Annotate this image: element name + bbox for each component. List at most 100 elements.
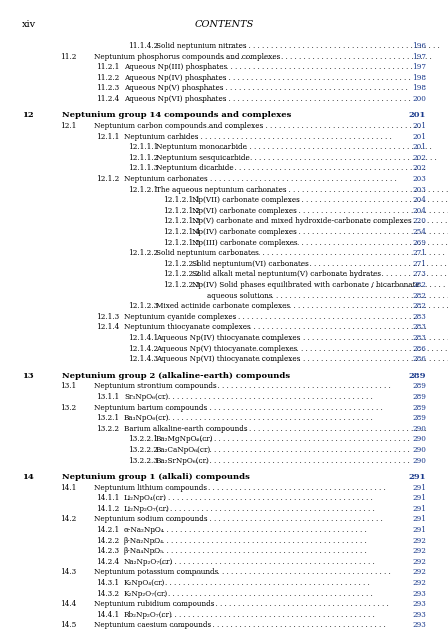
Text: . . . . . . . . . . . . . . . . . . . . . . . . . . . . . . . . . . . . . . . . : . . . . . . . . . . . . . . . . . . . . … bbox=[196, 446, 410, 454]
Text: . . . . . . . . . . . . . . . . . . . . . . . . . . . . . . . . . . . . . . . . : . . . . . . . . . . . . . . . . . . . . … bbox=[346, 218, 448, 225]
Text: 283: 283 bbox=[412, 334, 426, 342]
Text: . . . . . . . . . . . . . . . . . . . . . . . . . . . . . . . . . . . . . . . . : . . . . . . . . . . . . . . . . . . . . … bbox=[213, 425, 426, 433]
Text: 283: 283 bbox=[412, 323, 426, 332]
Text: . . . . . . . . . . . . . . . . . . . . . . . . . . . . . . . . . . . . . . . . : . . . . . . . . . . . . . . . . . . . . … bbox=[231, 249, 445, 257]
Text: Neptunium caesium compounds: Neptunium caesium compounds bbox=[94, 621, 211, 629]
Text: 12.1: 12.1 bbox=[60, 122, 76, 130]
Text: 14.1: 14.1 bbox=[60, 484, 76, 492]
Text: 289: 289 bbox=[412, 382, 426, 390]
Text: 291: 291 bbox=[412, 494, 426, 502]
Text: Aqueous Np(III) phosphates: Aqueous Np(III) phosphates bbox=[124, 63, 227, 71]
Text: 290: 290 bbox=[412, 435, 426, 444]
Text: 13.2.2: 13.2.2 bbox=[96, 425, 119, 433]
Text: 14.4.1: 14.4.1 bbox=[96, 611, 119, 619]
Text: 13.1.1: 13.1.1 bbox=[96, 393, 119, 401]
Text: xiv: xiv bbox=[22, 20, 36, 29]
Text: 11.2.4: 11.2.4 bbox=[96, 95, 119, 103]
Text: 11.2.1: 11.2.1 bbox=[96, 63, 119, 71]
Text: Aqueous Np(IV) phosphates: Aqueous Np(IV) phosphates bbox=[124, 74, 226, 82]
Text: . . . . . . . . . . . . . . . . . . . . . . . . . . . . . . . . . . . . . . . . : . . . . . . . . . . . . . . . . . . . . … bbox=[159, 393, 372, 401]
Text: . . . . . . . . . . . . . . . . . . . . . . . . . . . . . . . . . . . . . . . . : . . . . . . . . . . . . . . . . . . . . … bbox=[177, 568, 391, 577]
Text: 13.2: 13.2 bbox=[60, 404, 76, 412]
Text: Neptunium carbides: Neptunium carbides bbox=[124, 132, 198, 141]
Text: Neptunium potassium compounds: Neptunium potassium compounds bbox=[94, 568, 218, 577]
Text: 202: 202 bbox=[412, 154, 426, 162]
Text: 203: 203 bbox=[412, 175, 426, 183]
Text: 289: 289 bbox=[412, 414, 426, 422]
Text: 13: 13 bbox=[22, 372, 34, 380]
Text: Solid neptunium carbonates: Solid neptunium carbonates bbox=[156, 249, 259, 257]
Text: 202: 202 bbox=[412, 164, 426, 172]
Text: 14.1.1: 14.1.1 bbox=[96, 494, 119, 502]
Text: 12.1.2.1.3: 12.1.2.1.3 bbox=[163, 218, 200, 225]
Text: . . . . . . . . . . . . . . . . . . . . . . . . . . . . . . . . . . . . . . . . : . . . . . . . . . . . . . . . . . . . . … bbox=[159, 414, 372, 422]
Text: 14.3.1: 14.3.1 bbox=[96, 579, 119, 587]
Text: Aqueous Np(IV) thiocyanate complexes: Aqueous Np(IV) thiocyanate complexes bbox=[156, 334, 300, 342]
Text: Aqueous Np(VI) phosphates: Aqueous Np(VI) phosphates bbox=[124, 95, 226, 103]
Text: . . . . . . . . . . . . . . . . . . . . . . . . . . . . . . . . . . . . . . . . : . . . . . . . . . . . . . . . . . . . . … bbox=[226, 42, 439, 50]
Text: . . . . . . . . . . . . . . . . . . . . . . . . . . . . . . . . . . . . . . . . : . . . . . . . . . . . . . . . . . . . . … bbox=[161, 505, 375, 513]
Text: . . . . . . . . . . . . . . . . . . . . . . . . . . . . . . . . . . . . . . . . : . . . . . . . . . . . . . . . . . . . . … bbox=[159, 494, 372, 502]
Text: 14.2: 14.2 bbox=[60, 515, 76, 524]
Text: Ba₂SrNpO₆(cr): Ba₂SrNpO₆(cr) bbox=[156, 456, 210, 465]
Text: . . . . . . . . . . . . . . . . . . . . . . . . . . . . . . . . . . . . . . . . : . . . . . . . . . . . . . . . . . . . . … bbox=[172, 484, 386, 492]
Text: . . . . . . . . . . . . . . . . . . . . . . . . . . . . . . . . . . . . . . . . : . . . . . . . . . . . . . . . . . . . . … bbox=[159, 589, 372, 598]
Text: 271: 271 bbox=[412, 260, 426, 268]
Text: . . . . . . . . . . . . . . . . . . . . . . . . . . . . . . . . . . . . . . . . : . . . . . . . . . . . . . . . . . . . . … bbox=[223, 154, 437, 162]
Text: Neptunium sesquicarbide: Neptunium sesquicarbide bbox=[156, 154, 250, 162]
Text: 201: 201 bbox=[409, 111, 426, 120]
Text: 12.1.2.2: 12.1.2.2 bbox=[128, 249, 158, 257]
Text: 14: 14 bbox=[22, 473, 34, 481]
Text: Neptunium group 1 (alkali) compounds: Neptunium group 1 (alkali) compounds bbox=[62, 473, 250, 481]
Text: 12.1.1: 12.1.1 bbox=[96, 132, 119, 141]
Text: Neptunium carbonates: Neptunium carbonates bbox=[124, 175, 207, 183]
Text: . . . . . . . . . . . . . . . . . . . . . . . . . . . . . . . . . . . . . . . . : . . . . . . . . . . . . . . . . . . . . … bbox=[194, 84, 408, 92]
Text: Mixed actinide carbonate complexes: Mixed actinide carbonate complexes bbox=[156, 302, 290, 310]
Text: . . . . . . . . . . . . . . . . . . . . . . . . . . . . . . . . . . . . . . . . : . . . . . . . . . . . . . . . . . . . . … bbox=[332, 271, 448, 278]
Text: Aqueous Np(VI) thiocyanate complexes: Aqueous Np(VI) thiocyanate complexes bbox=[156, 355, 300, 364]
Text: 290: 290 bbox=[412, 425, 426, 433]
Text: Np(VI) carbonate complexes: Np(VI) carbonate complexes bbox=[192, 207, 297, 215]
Text: 12.1.3: 12.1.3 bbox=[96, 313, 119, 321]
Text: Aqueous Np(V) phosphates: Aqueous Np(V) phosphates bbox=[124, 84, 224, 92]
Text: 292: 292 bbox=[412, 558, 426, 566]
Text: . . . . . . . . . . . . . . . . . . . . . . . . . . . . . . . . . . . . . . . . : . . . . . . . . . . . . . . . . . . . . … bbox=[207, 122, 421, 130]
Text: . . . . . . . . . . . . . . . . . . . . . . . . . . . . . . . . . . . . . . . . : . . . . . . . . . . . . . . . . . . . . … bbox=[197, 74, 410, 82]
Text: Li₂NpO₄(cr): Li₂NpO₄(cr) bbox=[124, 494, 167, 502]
Text: 292: 292 bbox=[412, 547, 426, 555]
Text: . . . . . . . . . . . . . . . . . . . . . . . . . . . . . . . . . . . . . . . . : . . . . . . . . . . . . . . . . . . . . … bbox=[169, 515, 383, 524]
Text: 293: 293 bbox=[412, 600, 426, 608]
Text: Solid alkali metal neptunium(V) carbonate hydrates: Solid alkali metal neptunium(V) carbonat… bbox=[192, 271, 381, 278]
Text: 201: 201 bbox=[412, 143, 426, 151]
Text: . . . . . . . . . . . . . . . . . . . . . . . . . . . . . . . . . . . . . . . . : . . . . . . . . . . . . . . . . . . . . … bbox=[196, 456, 410, 465]
Text: β-Na₄NpO₅: β-Na₄NpO₅ bbox=[124, 547, 164, 555]
Text: 13.1: 13.1 bbox=[60, 382, 76, 390]
Text: . . . . . . . . . . . . . . . . . . . . . . . . . . . . . . . . . . . . . . . . : . . . . . . . . . . . . . . . . . . . . … bbox=[253, 302, 448, 310]
Text: 291: 291 bbox=[412, 515, 426, 524]
Text: 12.1.4.2: 12.1.4.2 bbox=[128, 345, 158, 353]
Text: Neptunium cyanide complexes: Neptunium cyanide complexes bbox=[124, 313, 236, 321]
Text: Solid neptunium(VI) carbonates: Solid neptunium(VI) carbonates bbox=[192, 260, 309, 268]
Text: . . . . . . . . . . . . . . . . . . . . . . . . . . . . . . . . . . . . . . . . : . . . . . . . . . . . . . . . . . . . . … bbox=[256, 345, 448, 353]
Text: Rb₂Np₂O₇(cr): Rb₂Np₂O₇(cr) bbox=[124, 611, 173, 619]
Text: Neptunium group 14 compounds and complexes: Neptunium group 14 compounds and complex… bbox=[62, 111, 291, 120]
Text: . . . . . . . . . . . . . . . . . . . . . . . . . . . . . . . . . . . . . . . . : . . . . . . . . . . . . . . . . . . . . … bbox=[199, 63, 413, 71]
Text: Sr₃NpO₆(cr): Sr₃NpO₆(cr) bbox=[124, 393, 168, 401]
Text: aqueous solutions: aqueous solutions bbox=[207, 292, 272, 300]
Text: 14.2.4: 14.2.4 bbox=[96, 558, 119, 566]
Text: . . . . . . . . . . . . . . . . . . . . . . . . . . . . . . . . . . . . . . . . : . . . . . . . . . . . . . . . . . . . . … bbox=[161, 558, 375, 566]
Text: 14.4: 14.4 bbox=[60, 600, 76, 608]
Text: 292: 292 bbox=[412, 536, 426, 545]
Text: 13.2.2.1: 13.2.2.1 bbox=[128, 435, 158, 444]
Text: . . . . . . . . . . . . . . . . . . . . . . . . . . . . . . . . . . . . . . . . : . . . . . . . . . . . . . . . . . . . . … bbox=[153, 547, 367, 555]
Text: K₂Np₂O₇(cr): K₂Np₂O₇(cr) bbox=[124, 589, 168, 598]
Text: 14.2.1: 14.2.1 bbox=[96, 526, 119, 534]
Text: 12.1.1.1: 12.1.1.1 bbox=[128, 143, 159, 151]
Text: . . . . . . . . . . . . . . . . . . . . . . . . . . . . . . . . . . . . . . . . : . . . . . . . . . . . . . . . . . . . . … bbox=[169, 404, 383, 412]
Text: 203: 203 bbox=[412, 186, 426, 194]
Text: . . . . . . . . . . . . . . . . . . . . . . . . . . . . . . . . . . . . . . . . : . . . . . . . . . . . . . . . . . . . . … bbox=[156, 579, 370, 587]
Text: 12.1.2.2.2: 12.1.2.2.2 bbox=[163, 271, 200, 278]
Text: 12.1.2.2.1: 12.1.2.2.1 bbox=[163, 260, 200, 268]
Text: 197: 197 bbox=[412, 63, 426, 71]
Text: Neptunium phosphorus compounds and complexes: Neptunium phosphorus compounds and compl… bbox=[94, 52, 280, 61]
